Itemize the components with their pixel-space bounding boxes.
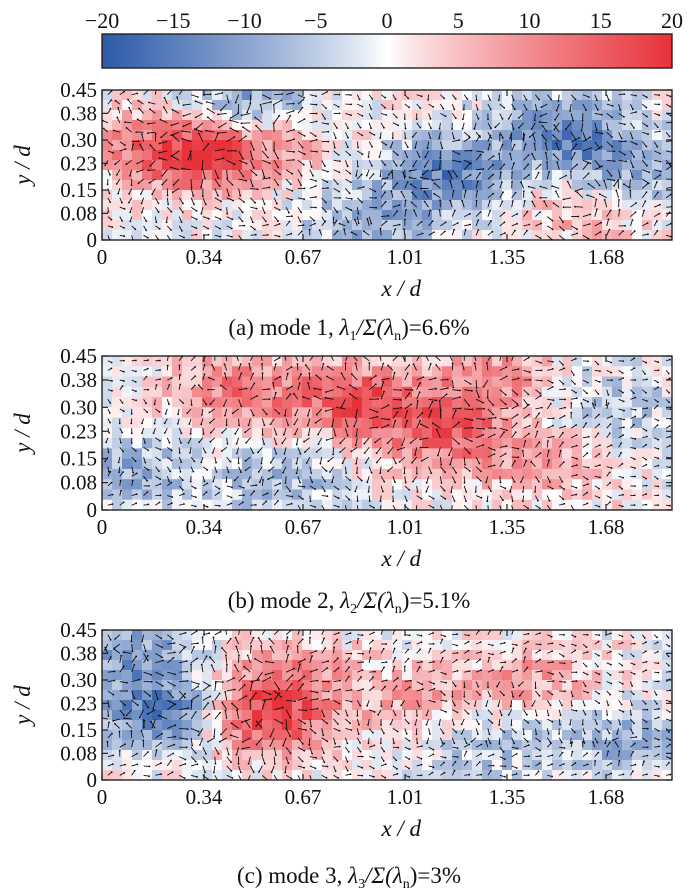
x-tick-label: 1.68 bbox=[588, 245, 625, 269]
y-tick-label: 0 bbox=[87, 498, 98, 522]
x-ticks: 0 0.34 0.67 1.01 1.35 1.68 bbox=[97, 90, 625, 269]
colorbar-tick-label: −10 bbox=[227, 8, 261, 33]
colorbar-tick-label: −20 bbox=[85, 8, 119, 33]
x-tick-label: 0.67 bbox=[285, 785, 322, 809]
x-axis-label: x / d bbox=[380, 276, 421, 301]
y-ticks: 0 0.080.15 0.230.30 0.380.45 bbox=[60, 78, 672, 252]
x-tick-label: 0.67 bbox=[285, 245, 322, 269]
vorticity-field bbox=[102, 356, 672, 510]
y-tick-label: 0.45 bbox=[60, 78, 97, 102]
vorticity-field bbox=[102, 630, 672, 780]
x-tick-label: 1.01 bbox=[387, 515, 424, 539]
panel-caption: (c) mode 3, λ3/Σ(λn)=3% bbox=[237, 863, 461, 892]
y-axis-label: y / d bbox=[10, 685, 35, 727]
panel-mode-2: 0 0.34 0.67 1.01 1.35 1.6800.080.150.230.300.… bbox=[10, 344, 673, 617]
colorbar-tick-label: 0 bbox=[382, 8, 393, 33]
velocity-vectors bbox=[102, 630, 672, 780]
y-tick-label: 0.30 bbox=[60, 668, 97, 692]
y-axis-label: y / d bbox=[10, 145, 35, 187]
x-ticks: 0 0.34 0.67 1.01 1.35 1.68 bbox=[97, 630, 625, 809]
x-tick-label: 0.34 bbox=[186, 245, 223, 269]
velocity-vectors bbox=[102, 90, 672, 240]
y-tick-label: 0.08 bbox=[60, 741, 97, 765]
y-tick-label: 0.38 bbox=[60, 368, 97, 392]
panel-mode-1: 0 0.34 0.67 1.01 1.35 1.6800.080.150.230.300.… bbox=[10, 78, 673, 344]
y-tick-label: 0.08 bbox=[60, 201, 97, 225]
colorbar: −20 −15 −10 −5 0 5 10 15 20 bbox=[85, 8, 683, 69]
x-tick-label: 1.35 bbox=[489, 245, 526, 269]
velocity-vectors bbox=[104, 356, 672, 510]
panel-frame bbox=[101, 629, 673, 781]
y-ticks: 0 0.080.15 0.230.30 0.380.45 bbox=[60, 618, 672, 792]
x-tick-label: 0 bbox=[97, 785, 108, 809]
y-tick-label: 0.45 bbox=[60, 344, 97, 368]
x-tick-label: 1.68 bbox=[588, 515, 625, 539]
x-tick-label: 0.34 bbox=[186, 785, 223, 809]
panel-frame bbox=[101, 89, 673, 241]
y-axis-label: y / d bbox=[10, 413, 35, 455]
y-tick-label: 0.38 bbox=[60, 101, 97, 125]
y-tick-label: 0.15 bbox=[60, 718, 97, 742]
y-tick-label: 0 bbox=[87, 768, 98, 792]
y-tick-label: 0.38 bbox=[60, 641, 97, 665]
y-tick-label: 0.15 bbox=[60, 178, 97, 202]
y-tick-label: 0.45 bbox=[60, 618, 97, 642]
colorbar-tick-label: −15 bbox=[156, 8, 190, 33]
vorticity-field bbox=[102, 90, 672, 240]
x-tick-label: 1.68 bbox=[588, 785, 625, 809]
y-tick-label: 0.23 bbox=[60, 419, 97, 443]
x-tick-label: 0 bbox=[97, 515, 108, 539]
x-tick-label: 0.67 bbox=[285, 515, 322, 539]
x-axis-label: x / d bbox=[380, 546, 421, 571]
y-ticks: 0 0.080.15 0.230.30 0.380.45 bbox=[60, 344, 672, 522]
x-tick-label: 1.35 bbox=[489, 785, 526, 809]
x-tick-label: 0 bbox=[97, 245, 108, 269]
panel-mode-3: 0 0.34 0.67 1.01 1.35 1.6800.080.150.230.300.… bbox=[10, 618, 673, 892]
y-tick-label: 0 bbox=[87, 228, 98, 252]
y-tick-label: 0.23 bbox=[60, 151, 97, 175]
colorbar-tick-label: 20 bbox=[661, 8, 683, 33]
panel-caption: (a) mode 1, λ1/Σ(λn)=6.6% bbox=[228, 315, 469, 344]
panel-caption: (b) mode 2, λ2/Σ(λn)=5.1% bbox=[228, 588, 471, 617]
colorbar-tick-label: 10 bbox=[519, 8, 541, 33]
y-tick-label: 0.30 bbox=[60, 128, 97, 152]
colorbar-gradient bbox=[102, 34, 672, 68]
colorbar-tick-label: 5 bbox=[453, 8, 464, 33]
x-ticks: 0 0.34 0.67 1.01 1.35 1.68 bbox=[97, 356, 625, 539]
y-tick-label: 0.30 bbox=[60, 395, 97, 419]
x-tick-label: 1.35 bbox=[489, 515, 526, 539]
panel-frame bbox=[101, 355, 673, 511]
colorbar-tick-label: −5 bbox=[304, 8, 327, 33]
x-tick-label: 0.34 bbox=[186, 515, 223, 539]
y-tick-label: 0.15 bbox=[60, 447, 97, 471]
x-tick-label: 1.01 bbox=[387, 785, 424, 809]
x-tick-label: 1.01 bbox=[387, 245, 424, 269]
colorbar-tick-label: 15 bbox=[590, 8, 612, 33]
y-tick-label: 0.23 bbox=[60, 691, 97, 715]
x-axis-label: x / d bbox=[380, 816, 421, 841]
y-tick-label: 0.08 bbox=[60, 471, 97, 495]
